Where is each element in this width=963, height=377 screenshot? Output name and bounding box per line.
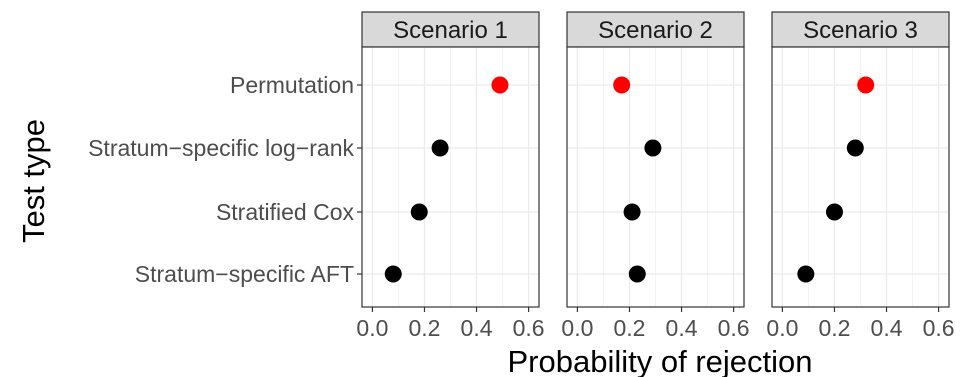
y-tick-label: Stratified Cox bbox=[216, 199, 355, 225]
y-tick-label: Stratum−specific log−rank bbox=[88, 135, 354, 161]
panel-3: Scenario 3 0.0 0.2 0.4 0.6 bbox=[766, 11, 955, 341]
x-tick-label: 0.0 bbox=[356, 315, 388, 341]
x-tick-label: 0.2 bbox=[613, 315, 645, 341]
x-axis-title: Probability of rejection bbox=[508, 344, 813, 377]
data-point bbox=[613, 76, 631, 94]
data-point bbox=[628, 265, 646, 283]
x-tick-label: 0.4 bbox=[871, 315, 903, 341]
data-point bbox=[491, 76, 509, 94]
data-point bbox=[797, 265, 815, 283]
data-point bbox=[384, 265, 402, 283]
panel-border bbox=[771, 46, 950, 308]
panels-layer: Scenario 1 0.0 0.2 0.4 0.6 Scenario 2 0.0 0.2 0.… bbox=[356, 11, 955, 341]
panel-border bbox=[566, 46, 745, 308]
x-tick-label: 0.6 bbox=[513, 315, 545, 341]
data-point bbox=[825, 203, 843, 221]
x-tick-label: 0.2 bbox=[408, 315, 440, 341]
x-tick-label: 0.4 bbox=[461, 315, 493, 341]
panel-strip bbox=[566, 11, 745, 48]
y-axis-title: Test type bbox=[16, 119, 51, 243]
panel-border bbox=[361, 46, 540, 308]
data-point bbox=[644, 139, 662, 157]
x-tick-label: 0.4 bbox=[666, 315, 698, 341]
y-tick-label: Stratum−specific AFT bbox=[135, 261, 354, 287]
y-tick-label: Permutation bbox=[230, 72, 354, 98]
x-tick-label: 0.6 bbox=[718, 315, 750, 341]
x-tick-label: 0.0 bbox=[561, 315, 593, 341]
x-tick-label: 0.6 bbox=[923, 315, 955, 341]
data-point bbox=[410, 203, 428, 221]
data-point bbox=[431, 139, 449, 157]
panel-title: Scenario 3 bbox=[803, 17, 918, 44]
y-tick-labels: Permutation Stratum−specific log−rank Stra… bbox=[88, 72, 362, 287]
data-point bbox=[623, 203, 641, 221]
panel-title: Scenario 2 bbox=[598, 17, 713, 44]
panel-title: Scenario 1 bbox=[393, 17, 508, 44]
panel-1: Scenario 1 0.0 0.2 0.4 0.6 bbox=[356, 11, 545, 341]
x-tick-label: 0.0 bbox=[766, 315, 798, 341]
data-point bbox=[857, 76, 875, 94]
data-point bbox=[846, 139, 864, 157]
panel-strip bbox=[361, 11, 540, 48]
panel-2: Scenario 2 0.0 0.2 0.4 0.6 bbox=[561, 11, 750, 341]
panel-strip bbox=[771, 11, 950, 48]
x-tick-label: 0.2 bbox=[818, 315, 850, 341]
